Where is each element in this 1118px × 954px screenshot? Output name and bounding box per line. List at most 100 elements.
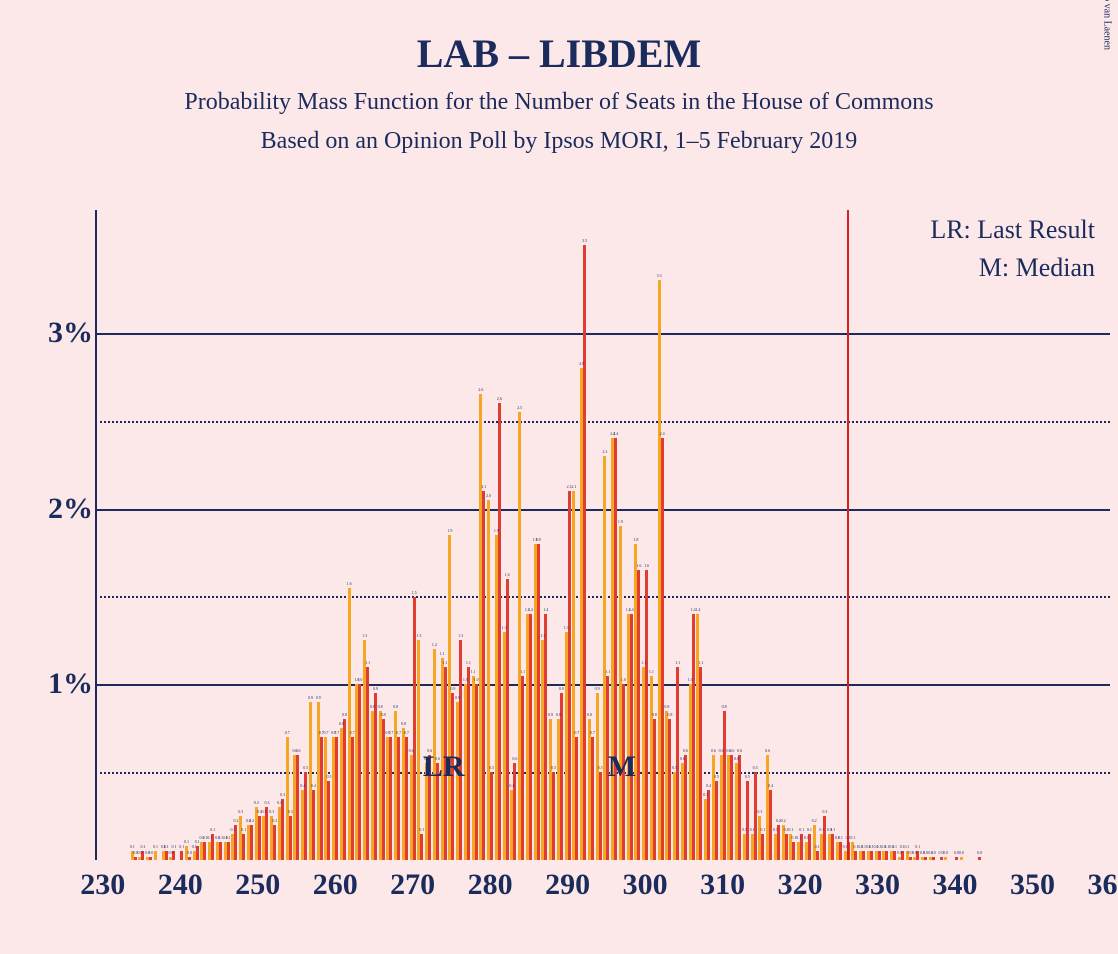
bar-value-label: 1.3	[564, 625, 569, 630]
bar-value-label: 1.1	[641, 660, 646, 665]
bar-value-label: 0.3	[254, 800, 259, 805]
bar-value-label: 1.6	[644, 563, 649, 568]
bar-value-label: 0.7	[350, 730, 355, 735]
bar-red	[924, 857, 927, 861]
bar-value-label: 0.4	[509, 783, 514, 788]
bar-red	[134, 857, 137, 861]
bar-value-label: 2.4	[613, 431, 618, 436]
x-tick-label: 270	[390, 868, 435, 902]
bar-value-label: 3.5	[582, 238, 587, 243]
bar-value-label: 1.3	[540, 633, 545, 638]
y-tick-label: 3%	[48, 316, 93, 350]
bar-red	[343, 719, 346, 860]
bar-value-label: 0.1	[905, 844, 910, 849]
x-tick-label: 260	[313, 868, 358, 902]
bar-value-label: 0.4	[311, 783, 316, 788]
bar-red	[769, 790, 772, 860]
bar-red	[351, 737, 354, 860]
bar-value-label: 0.9	[559, 686, 564, 691]
gridline-major	[95, 333, 1110, 335]
bar-value-label: 0.8	[587, 712, 592, 717]
bar-value-label: 2.3	[602, 449, 607, 454]
bar-value-label: 0.1	[164, 844, 169, 849]
bar-red	[909, 857, 912, 861]
x-tick-label: 240	[158, 868, 203, 902]
bar-value-label: 0.0	[148, 850, 153, 855]
bar-value-label: 0.2	[233, 818, 238, 823]
bar-value-label: 0.0	[977, 850, 982, 855]
bar-value-label: 0.1	[796, 835, 801, 840]
bar-value-label: 0.3	[269, 809, 274, 814]
bar-red	[630, 614, 633, 860]
bar-value-label: 0.5	[672, 765, 677, 770]
chart-title: LAB – LIBDEM	[0, 30, 1118, 77]
legend: LR: Last Result M: Median	[930, 215, 1095, 291]
bar-value-label: 0.1	[130, 844, 135, 849]
bar-red	[265, 807, 268, 860]
bar-value-label: 2.8	[579, 361, 584, 366]
bar-value-label: 0.8	[722, 704, 727, 709]
bar-red	[250, 825, 253, 860]
bar-value-label: 0.6	[680, 756, 685, 761]
bar-value-label: 0.2	[781, 818, 786, 823]
bar-value-label: 1.1	[440, 651, 445, 656]
bar-value-label: 0.3	[822, 809, 827, 814]
bar-value-label: 1.4	[543, 607, 548, 612]
bar-value-label: 0.1	[192, 844, 197, 849]
bar-value-label: 0.8	[664, 704, 669, 709]
bar-value-label: 0.7	[285, 730, 290, 735]
bar-red	[513, 763, 516, 860]
bar-red	[552, 772, 555, 860]
bar-value-label: 0.8	[556, 712, 561, 717]
bar-red	[978, 857, 981, 861]
bar-value-label: 0.3	[757, 809, 762, 814]
bar-value-label: 0.5	[714, 774, 719, 779]
chart-plot-area: LR: Last Result M: Median 0.10.00.00.10.…	[95, 210, 1110, 860]
bar-value-label: 0.4	[300, 783, 305, 788]
bar-value-label: 0.1	[838, 835, 843, 840]
bar-value-label: 0.1	[241, 827, 246, 832]
bar-value-label: 0.7	[396, 730, 401, 735]
x-tick-label: 290	[545, 868, 590, 902]
bar-value-label: 0.0	[931, 850, 936, 855]
bar-red	[940, 857, 943, 861]
bar-value-label: 2.4	[660, 431, 665, 436]
bar-value-label: 0.9	[316, 695, 321, 700]
bar-red	[575, 737, 578, 860]
bar-value-label: 0.1	[230, 827, 235, 832]
bar-red	[327, 781, 330, 860]
bar-red	[676, 667, 679, 860]
legend-lr: LR: Last Result	[930, 215, 1095, 245]
bar-value-label: 0.1	[892, 844, 897, 849]
bar-orange	[960, 857, 963, 861]
bar-red	[490, 772, 493, 860]
bar-value-label: 1.5	[412, 590, 417, 595]
bar-value-label: 1.1	[443, 660, 448, 665]
bar-value-label: 0.6	[683, 748, 688, 753]
bar-red	[583, 245, 586, 860]
bar-value-label: 1.9	[447, 528, 452, 533]
bar-red	[823, 816, 826, 860]
y-tick-label: 2%	[48, 492, 93, 526]
bar-red	[730, 755, 733, 860]
bar-value-label: 0.1	[210, 827, 215, 832]
bar-red	[653, 719, 656, 860]
bar-value-label: 0.4	[706, 783, 711, 788]
bar-red	[816, 851, 819, 860]
y-tick-label: 1%	[48, 667, 93, 701]
bar-red	[684, 755, 687, 860]
bar-value-label: 1.4	[528, 607, 533, 612]
bar-value-label: 0.0	[137, 850, 142, 855]
bar-value-label: 0.8	[370, 704, 375, 709]
bar-red	[885, 851, 888, 860]
x-tick-label: 330	[855, 868, 900, 902]
bar-value-label: 0.0	[897, 850, 902, 855]
bar-value-label: 0.3	[261, 809, 266, 814]
bar-value-label: 0.1	[819, 827, 824, 832]
bar-red	[219, 842, 222, 860]
bar-value-label: 1.9	[494, 528, 499, 533]
bar-value-label: 1.0	[474, 677, 479, 682]
bar-red	[645, 570, 648, 860]
x-tick-label: 360	[1088, 868, 1118, 902]
x-tick-label: 280	[468, 868, 513, 902]
